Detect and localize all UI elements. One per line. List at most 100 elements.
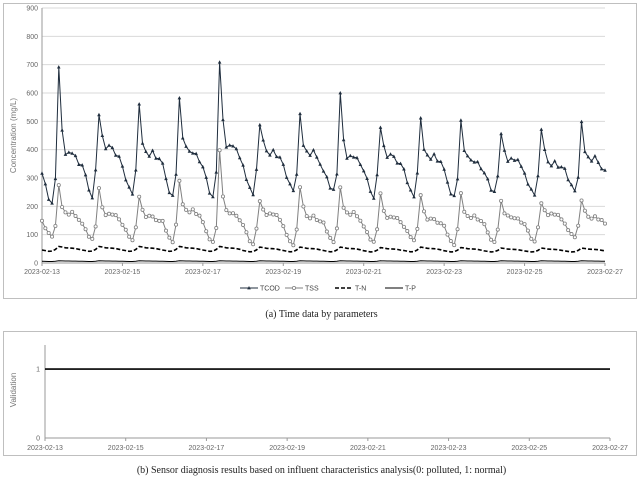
point-tcod bbox=[325, 174, 329, 179]
point-tcod bbox=[559, 164, 564, 169]
point-tss bbox=[462, 209, 467, 214]
point-tcod bbox=[546, 160, 550, 164]
point-tss bbox=[207, 237, 212, 242]
point-tcod bbox=[311, 148, 316, 152]
x-tick-label-a: 2023-02-23 bbox=[426, 269, 462, 276]
point-tcod bbox=[375, 172, 379, 177]
point-tss bbox=[546, 213, 551, 218]
x-tick-label-a: 2023-02-27 bbox=[587, 269, 623, 276]
point-tss bbox=[596, 217, 601, 222]
point-tcod bbox=[264, 149, 269, 153]
point-tss bbox=[361, 224, 366, 229]
point-tss bbox=[194, 212, 199, 217]
legend-label-tcod: TCOD bbox=[260, 286, 280, 293]
point-tcod bbox=[144, 149, 148, 154]
point-tss bbox=[492, 240, 497, 245]
point-tcod bbox=[435, 159, 440, 163]
point-tcod bbox=[77, 162, 81, 166]
point-tcod bbox=[227, 143, 232, 147]
point-tcod bbox=[90, 196, 95, 200]
point-tcod bbox=[130, 192, 135, 196]
point-tss bbox=[512, 216, 517, 221]
point-tcod bbox=[67, 150, 71, 154]
legend-label-t-p: T-P bbox=[405, 286, 416, 293]
point-tcod bbox=[83, 172, 88, 177]
point-tss bbox=[271, 212, 276, 217]
point-tss bbox=[107, 211, 112, 216]
point-tcod bbox=[402, 167, 406, 171]
point-tcod bbox=[438, 159, 443, 164]
point-tcod bbox=[552, 159, 557, 163]
point-tcod bbox=[261, 138, 265, 142]
point-tss bbox=[566, 228, 571, 233]
point-tss bbox=[485, 230, 490, 235]
x-tick-label-b: 2023-02-15 bbox=[108, 445, 144, 452]
point-tss bbox=[502, 211, 507, 216]
x-tick-label-b: 2023-02-19 bbox=[269, 445, 305, 452]
point-tcod bbox=[120, 164, 125, 168]
point-tcod bbox=[415, 171, 420, 175]
point-tss bbox=[318, 219, 323, 224]
point-tss bbox=[442, 223, 447, 228]
point-tcod bbox=[328, 186, 333, 190]
point-tss bbox=[220, 194, 225, 199]
point-tss bbox=[301, 204, 306, 209]
point-tss bbox=[184, 207, 189, 212]
point-tss bbox=[66, 212, 71, 217]
point-tss bbox=[579, 198, 584, 203]
point-tss bbox=[552, 212, 557, 217]
point-tcod bbox=[348, 153, 353, 158]
point-tss bbox=[468, 216, 473, 221]
point-tss bbox=[438, 221, 443, 226]
point-tcod bbox=[73, 153, 78, 158]
point-tcod bbox=[258, 122, 262, 127]
point-tcod bbox=[87, 188, 91, 192]
point-tss bbox=[43, 226, 48, 231]
x-tick-label-b: 2023-02-21 bbox=[350, 445, 386, 452]
point-tss bbox=[53, 223, 58, 228]
point-tcod bbox=[485, 176, 490, 181]
x-tick-label-b: 2023-02-25 bbox=[511, 445, 547, 452]
legend-label-t-n: T-N bbox=[355, 286, 366, 293]
point-tcod bbox=[113, 153, 118, 157]
y-axis-label-b: Validation bbox=[9, 373, 18, 408]
point-tss bbox=[311, 213, 316, 218]
point-tcod bbox=[452, 193, 456, 198]
point-tss bbox=[479, 219, 484, 224]
point-tss bbox=[46, 230, 51, 235]
point-tss bbox=[96, 186, 101, 191]
point-tss bbox=[117, 217, 122, 222]
point-tcod bbox=[241, 163, 245, 167]
point-tcod bbox=[482, 171, 487, 175]
point-tcod bbox=[341, 137, 346, 142]
point-tcod bbox=[506, 159, 510, 163]
point-tss bbox=[284, 232, 289, 237]
point-tss bbox=[519, 220, 524, 225]
point-tss bbox=[556, 212, 561, 217]
point-tss bbox=[542, 208, 547, 213]
point-tss bbox=[475, 217, 480, 222]
point-tcod bbox=[214, 170, 219, 174]
point-tcod bbox=[365, 176, 369, 181]
point-tss bbox=[401, 224, 406, 229]
point-tcod bbox=[46, 197, 51, 201]
point-tcod bbox=[593, 153, 597, 158]
point-tss bbox=[432, 217, 437, 222]
y-tick-label-a: 400 bbox=[26, 147, 38, 154]
point-tcod bbox=[201, 164, 205, 169]
point-tcod bbox=[53, 176, 58, 181]
point-tss bbox=[170, 240, 175, 245]
point-tcod bbox=[549, 164, 554, 168]
caption-b: (b) Sensor diagnosis results based on in… bbox=[136, 465, 507, 476]
point-tcod bbox=[589, 159, 594, 163]
point-tcod bbox=[522, 171, 527, 175]
point-tss bbox=[391, 215, 396, 220]
x-tick-label-a: 2023-02-13 bbox=[24, 269, 60, 276]
point-tcod bbox=[321, 169, 326, 173]
point-tcod bbox=[123, 177, 128, 182]
point-tcod bbox=[103, 146, 108, 151]
legend-marker-tss bbox=[291, 285, 296, 290]
caption-a: (a) Time data by parameters bbox=[265, 309, 378, 320]
point-tss bbox=[529, 236, 534, 241]
point-tss bbox=[130, 238, 135, 243]
